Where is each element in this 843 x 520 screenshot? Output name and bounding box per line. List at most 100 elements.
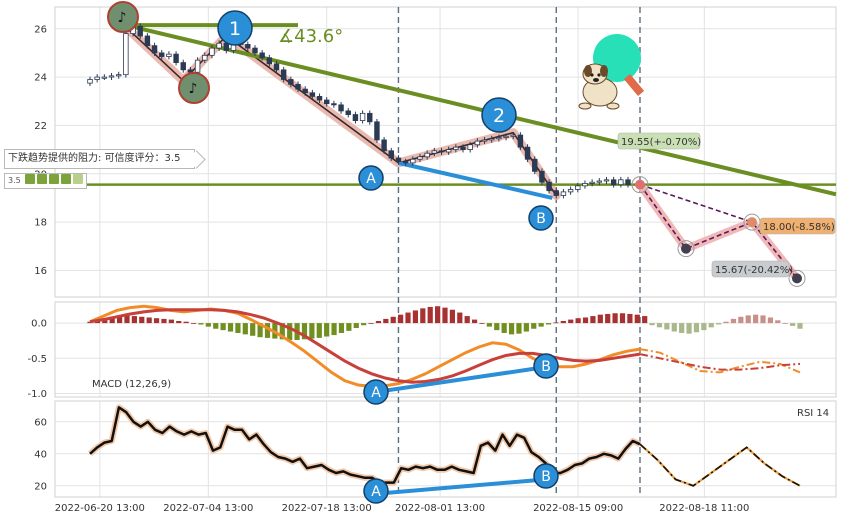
macd-histogram-bar (597, 314, 603, 324)
macd-histogram-bar (168, 319, 174, 324)
candle-body (517, 134, 524, 148)
pivot-marker-low (178, 72, 210, 104)
divergence-line-macd (375, 365, 547, 394)
rsi-forecast-line (639, 443, 801, 487)
badge-a-macd (363, 379, 389, 405)
badge-a-price (358, 165, 384, 191)
x-tick-label: 2022-08-15 09:00 (533, 503, 623, 514)
price-tick-label: 22 (34, 121, 47, 132)
candle-body (546, 181, 552, 192)
x-tick-label: 2022-08-01 13:00 (395, 503, 485, 514)
candle-body (359, 112, 366, 121)
macd-histogram-bar (486, 323, 492, 327)
rating-stars: 3.5 (4, 173, 88, 189)
x-tick-label: 2022-07-04 13:00 (163, 503, 253, 514)
candle-body (273, 63, 280, 71)
candle-body (610, 179, 617, 186)
candle-body (510, 134, 516, 137)
badge-b-rsi (533, 463, 559, 489)
candle-body (187, 69, 194, 73)
candle-body (453, 146, 459, 150)
badge-a-rsi (363, 478, 389, 504)
candle-body (345, 110, 351, 115)
candle-body (395, 157, 402, 163)
candle-body (123, 33, 129, 76)
mascot-icon (578, 34, 645, 110)
candle-body (166, 53, 172, 57)
macd-histogram-bar (398, 314, 404, 324)
candle-body (381, 139, 387, 152)
macd-histogram-bar (250, 323, 256, 336)
macd-histogram-bar (457, 312, 463, 324)
macd-histogram-bar (790, 323, 796, 326)
macd-histogram-bar (568, 319, 574, 324)
x-tick-label: 2022-07-18 13:00 (282, 503, 372, 514)
candle-body (288, 79, 294, 85)
macd-histogram-bar (338, 323, 345, 333)
macd-histogram-bar (324, 323, 330, 337)
candle-body (302, 88, 308, 94)
macd-histogram-bar (316, 323, 322, 338)
candle-body (603, 179, 610, 182)
macd-tick-label: 0.0 (31, 319, 47, 330)
candle-body (503, 135, 509, 138)
macd-histogram-bar (198, 323, 204, 325)
candle-body (567, 189, 574, 193)
candle-body (589, 181, 595, 184)
macd-histogram-bar (412, 310, 419, 324)
grid-lines (55, 7, 836, 497)
candle-body (309, 92, 316, 97)
badge-b-price (528, 205, 554, 231)
panel-frames (54, 6, 837, 498)
resistance-note: 下跌趋势提供的阻力: 可信度评分：3.5 (4, 149, 196, 169)
macd-histogram-bar (183, 321, 189, 324)
downtrend-resistance-line (125, 23, 837, 197)
candle-body (481, 139, 488, 142)
macd-histogram-bar (309, 323, 315, 339)
macd-histogram-bar (686, 323, 692, 334)
macd-histogram-bar (301, 323, 308, 340)
rsi-line (88, 404, 801, 488)
star-icon (25, 174, 36, 184)
panel-frame-macd (54, 301, 837, 398)
candle-body (101, 76, 108, 79)
candle-body (596, 180, 603, 183)
rsi-tick-label: 20 (34, 481, 47, 492)
macd-histogram-bar (361, 323, 367, 326)
macd-histogram-bar (738, 316, 744, 324)
macd-histogram-bar (693, 323, 700, 333)
macd-histogram-bar (656, 323, 663, 328)
candle-body (216, 42, 222, 49)
candle-body (367, 112, 373, 123)
badge-b-rsi-label: B (541, 469, 551, 485)
candle-body (575, 185, 581, 190)
price-tick-label: 16 (34, 266, 47, 277)
macd-histogram-bar (634, 314, 640, 324)
candle-body (582, 183, 588, 187)
macd-histogram-bar (420, 308, 426, 324)
macd-histogram-bar (516, 323, 522, 334)
candle-body (94, 76, 100, 80)
badge-b-price-label: B (536, 211, 546, 227)
rsi-tick-label: 40 (34, 449, 47, 460)
candle-body (431, 150, 438, 154)
candle-body (467, 144, 473, 150)
x-tick-label: 2022-06-20 13:00 (55, 503, 145, 514)
macd-histogram-bar (227, 323, 234, 332)
macd-histogram-bar (797, 323, 803, 329)
forecast-node-ring (677, 240, 695, 258)
macd-histogram-bar (664, 323, 670, 330)
macd-histogram-bar (605, 313, 611, 324)
forecast-node (681, 243, 691, 254)
macd-histogram-bar (730, 318, 737, 324)
macd-histogram-bar (368, 323, 374, 324)
macd-histogram-bar (501, 323, 507, 333)
badge-a-macd-label: A (371, 385, 381, 401)
candle-body (352, 114, 359, 121)
macd-histogram-bar (471, 319, 478, 324)
macd-histogram-bar (375, 321, 382, 324)
macd-histogram-bar (390, 316, 396, 324)
rating-value: 3.5 (8, 176, 21, 185)
candle-body (524, 146, 531, 160)
macd-histogram-bar (435, 306, 441, 324)
